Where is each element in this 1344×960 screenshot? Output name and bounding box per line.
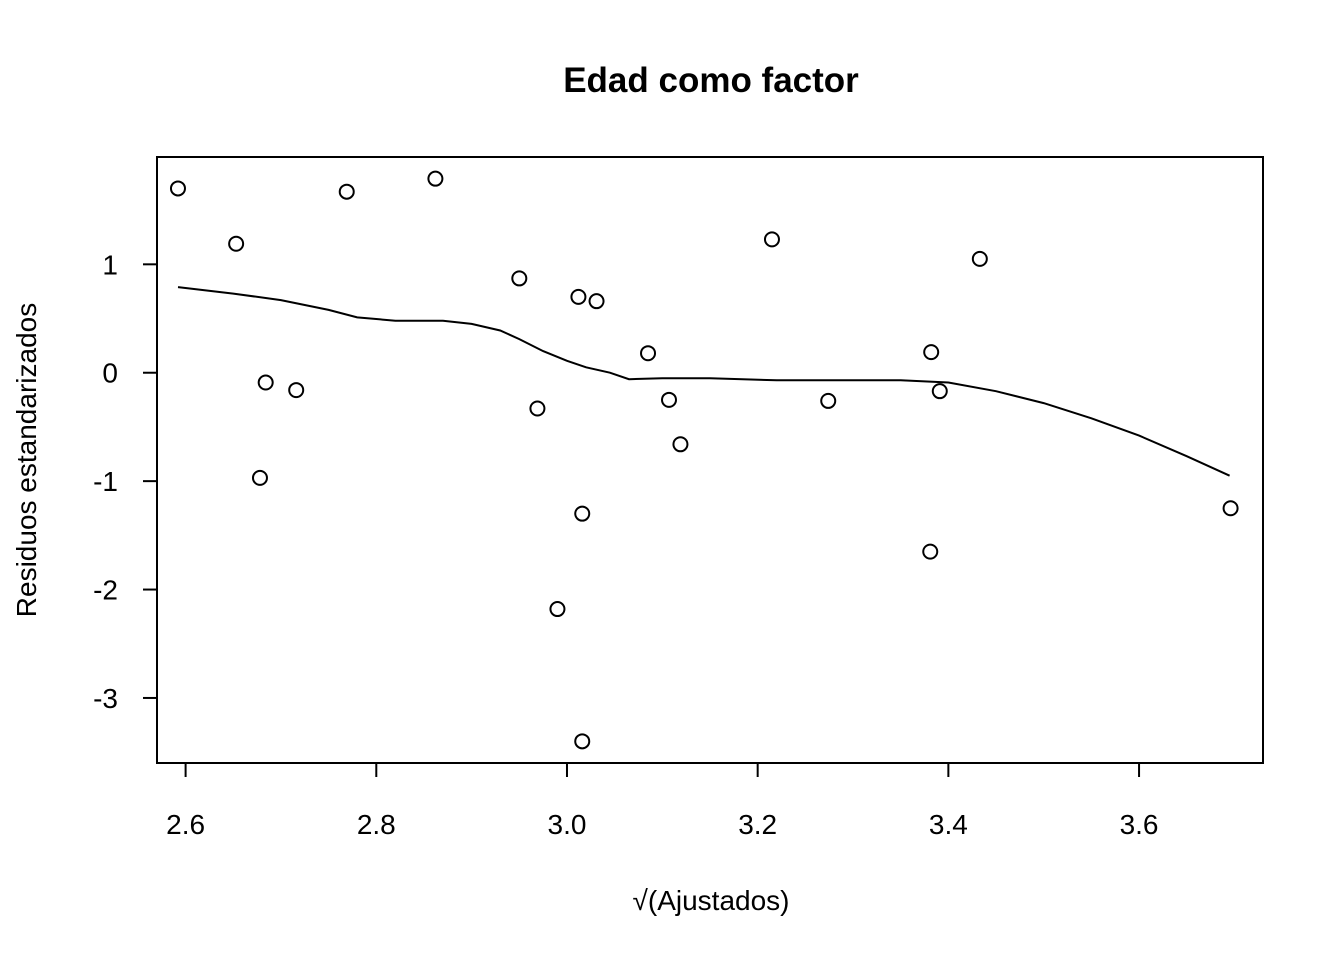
y-axis: 1 0 -1 -2 -3	[93, 249, 158, 714]
data-point	[257, 374, 274, 391]
data-point	[338, 183, 355, 200]
chart-title: Edad como factor	[563, 61, 859, 100]
data-point	[588, 293, 605, 310]
data-point	[549, 601, 566, 618]
data-point	[931, 383, 948, 400]
data-point	[1222, 500, 1239, 517]
x-tick-label: 3.0	[548, 809, 587, 840]
plot-frame	[156, 156, 1264, 764]
data-point	[529, 400, 546, 417]
data-point	[570, 288, 587, 305]
data-point	[427, 170, 444, 187]
y-tick-label: -3	[93, 683, 118, 714]
data-point	[640, 345, 657, 362]
y-tick-label: 0	[102, 358, 118, 389]
x-tick-label: 2.8	[357, 809, 396, 840]
data-point	[574, 733, 591, 750]
data-point	[288, 382, 305, 399]
data-point	[820, 392, 837, 409]
data-point	[971, 250, 988, 267]
data-point	[922, 543, 939, 560]
data-point	[763, 231, 780, 248]
x-tick-label: 2.6	[166, 809, 205, 840]
x-axis: 2.6 2.8 3.0 3.2 3.4 3.6	[166, 762, 1159, 840]
y-tick-label: 1	[102, 249, 118, 280]
y-tick-label: -2	[93, 575, 118, 606]
y-tick-label: -1	[93, 466, 118, 497]
data-point	[511, 270, 528, 287]
data-point	[228, 235, 245, 252]
x-tick-label: 3.6	[1120, 809, 1159, 840]
data-point	[661, 391, 678, 408]
data-point	[923, 344, 940, 361]
x-tick-label: 3.2	[738, 809, 777, 840]
data-point	[574, 505, 591, 522]
data-point	[672, 436, 689, 453]
x-axis-label: √(Ajustados)	[633, 885, 790, 916]
data-point	[169, 180, 186, 197]
x-tick-label: 3.4	[929, 809, 968, 840]
y-axis-label: Residuos estandarizados	[11, 303, 42, 617]
data-points	[169, 170, 1239, 750]
data-point	[251, 469, 268, 486]
smooth-trend-line	[177, 286, 1231, 477]
